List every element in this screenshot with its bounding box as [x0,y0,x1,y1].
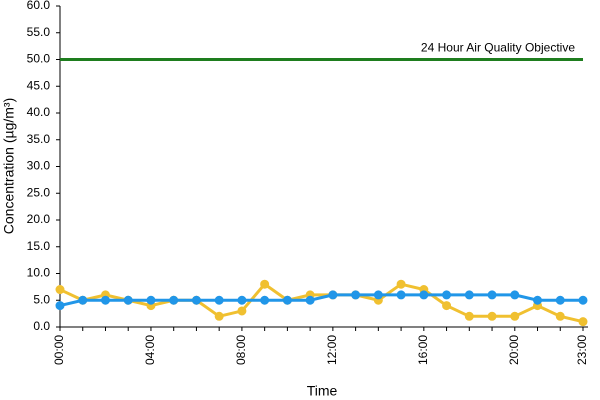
x-tick-label: 04:00 [143,335,157,365]
y-tick-label: 35.0 [27,132,51,146]
y-tick-label: 10.0 [27,266,51,280]
x-tick-label: 00:00 [52,335,66,365]
y-tick-label: 5.0 [33,292,50,306]
y-axis-title: Concentration (µg/m³) [1,98,17,234]
data-point [305,295,315,305]
x-tick-label: 08:00 [234,335,248,365]
data-point [442,301,452,311]
data-point [237,306,247,316]
data-point [55,285,65,295]
data-point [214,311,224,321]
data-point [510,311,520,321]
data-point [464,311,474,321]
x-tick-label: 23:00 [575,335,589,365]
y-tick-label: 40.0 [27,105,51,119]
data-point [169,295,179,305]
data-point [214,295,224,305]
y-tick-label: 15.0 [27,239,51,253]
y-tick-label: 55.0 [27,25,51,39]
data-point [260,279,270,289]
y-tick-label: 50.0 [27,52,51,66]
data-point [237,295,247,305]
data-point [78,295,88,305]
data-point [123,295,133,305]
y-tick-label: 25.0 [27,185,51,199]
data-point [510,290,520,300]
data-point [555,311,565,321]
data-point [328,290,338,300]
y-tick-label: 45.0 [27,78,51,92]
y-tick-label: 30.0 [27,159,51,173]
data-point [464,290,474,300]
data-point [442,290,452,300]
x-tick-label: 20:00 [507,335,521,365]
data-point [351,290,361,300]
data-point [282,295,292,305]
reference-label: 24 Hour Air Quality Objective [421,41,575,55]
data-point [260,295,270,305]
data-point [373,290,383,300]
data-point [191,295,201,305]
y-tick-label: 0.0 [33,319,50,333]
y-tick-label: 20.0 [27,212,51,226]
x-axis-title: Time [307,383,338,399]
data-point [578,317,588,327]
data-point [487,290,497,300]
series-line [59,282,584,324]
data-point [533,295,543,305]
x-tick-label: 16:00 [416,335,430,365]
data-point [578,295,588,305]
data-point [555,295,565,305]
data-point [396,290,406,300]
data-point [146,295,156,305]
data-point [396,279,406,289]
x-tick-label: 12:00 [325,335,339,365]
data-point [487,311,497,321]
data-point [419,290,429,300]
data-point [55,301,65,311]
data-point [100,295,110,305]
y-tick-label: 60.0 [27,0,51,12]
